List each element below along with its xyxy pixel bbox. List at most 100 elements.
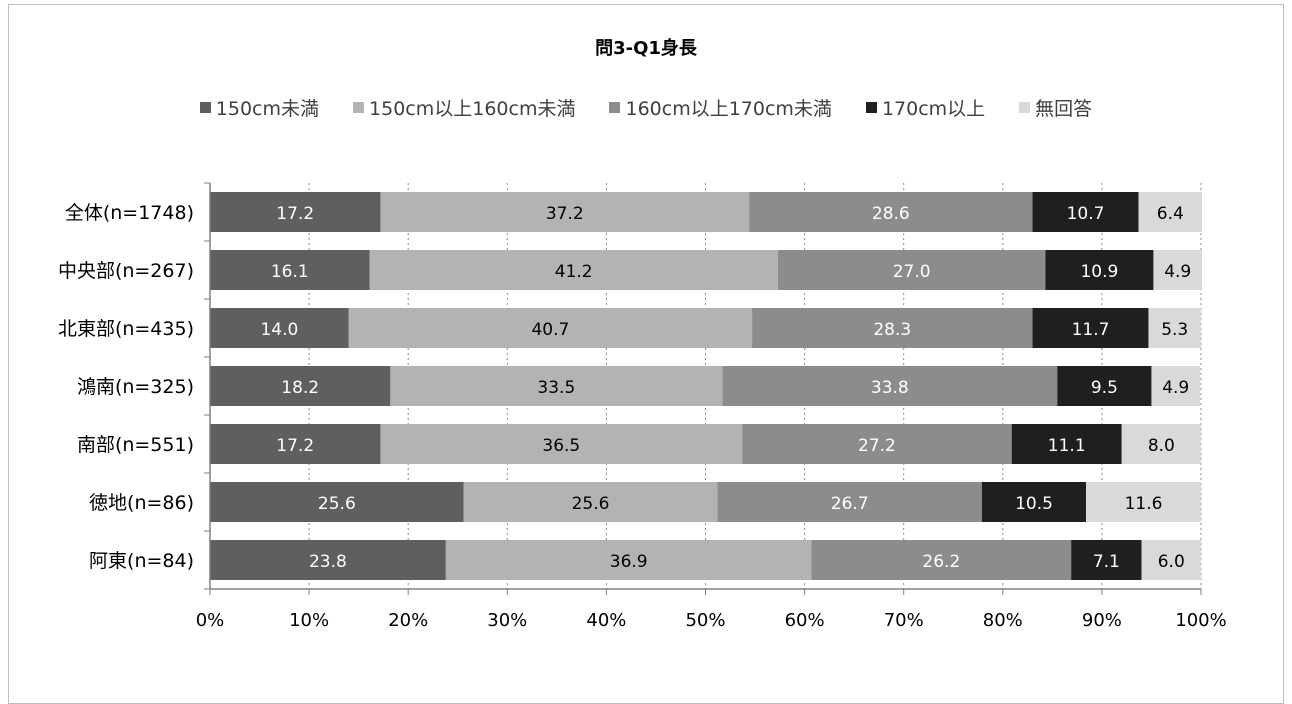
data-label: 37.2 (546, 204, 584, 224)
legend: 150cm未満 150cm以上160cm未満 160cm以上170cm未満 170cm… (0, 94, 1292, 121)
data-label: 14.0 (260, 320, 298, 340)
data-label: 17.2 (276, 204, 314, 224)
legend-item: 150cm以上160cm未満 (353, 94, 575, 121)
bar-segment (210, 308, 349, 348)
x-tick-label: 80% (983, 610, 1023, 631)
data-label: 36.5 (542, 436, 580, 456)
chart-frame (8, 4, 1284, 704)
legend-label: 150cm未満 (215, 98, 320, 120)
bar-segment (981, 482, 1087, 522)
data-label: 23.8 (309, 552, 347, 572)
data-label: 25.6 (318, 494, 356, 514)
bar-segment (752, 308, 1033, 348)
x-tick-label: 90% (1082, 610, 1122, 631)
legend-swatch (609, 102, 621, 113)
data-label: 11.7 (1072, 320, 1110, 340)
data-label: 10.5 (1015, 494, 1053, 514)
bar-segment (210, 192, 381, 232)
x-tick-label: 0% (196, 610, 225, 631)
plot-area: 0% 10% 20% 30% 40% 50% 60% 70% 80% 90% 100% 全体(n=17… (58, 182, 1227, 631)
data-label: 18.2 (281, 378, 319, 398)
legend-swatch (1019, 102, 1031, 113)
bar-segment (1086, 482, 1201, 522)
legend-item: 170cm以上 (865, 94, 986, 121)
data-label: 26.7 (831, 494, 869, 514)
data-label: 27.0 (893, 262, 931, 282)
data-label: 4.9 (1162, 378, 1189, 398)
legend-label: 150cm以上160cm未満 (369, 98, 576, 120)
bar-segment (1138, 192, 1202, 232)
data-label: 8.0 (1148, 436, 1175, 456)
category-label: 徳地(n=86) (89, 492, 194, 514)
data-label: 5.3 (1161, 320, 1188, 340)
data-label: 11.1 (1048, 436, 1086, 456)
bar-segment (717, 482, 982, 522)
data-label: 7.1 (1093, 552, 1120, 572)
data-label: 33.5 (537, 378, 575, 398)
legend-item: 無回答 (1019, 94, 1092, 121)
legend-swatch (199, 102, 211, 113)
bar-segment (1121, 424, 1201, 464)
data-label: 28.3 (873, 320, 911, 340)
bar-segment (1071, 540, 1142, 580)
data-label: 41.2 (555, 262, 593, 282)
bar-segment (369, 250, 778, 290)
data-label: 25.6 (572, 494, 610, 514)
bar-segment (390, 366, 723, 406)
legend-swatch (865, 102, 877, 113)
data-label: 27.2 (858, 436, 896, 456)
x-tick-label: 20% (388, 610, 428, 631)
legend-item: 160cm以上170cm未満 (609, 94, 832, 121)
x-tick-label: 30% (487, 610, 527, 631)
data-label: 28.6 (872, 204, 910, 224)
bar-segment (210, 366, 391, 406)
data-label: 33.8 (871, 378, 909, 398)
legend-label: 170cm以上 (881, 98, 986, 120)
x-tick-label: 100% (1175, 610, 1226, 631)
bar-segment (1153, 250, 1202, 290)
bar-segment (1011, 424, 1122, 464)
bar-segment (210, 424, 381, 464)
category-label: 中央部(n=267) (58, 260, 194, 282)
bar-segment (742, 424, 1012, 464)
x-tick-label: 60% (785, 610, 825, 631)
data-label: 6.0 (1158, 552, 1185, 572)
category-label: 鴻南(n=325) (77, 376, 194, 398)
data-label: 10.9 (1080, 262, 1118, 282)
bar-segment (210, 250, 370, 290)
category-label: 阿東(n=84) (89, 550, 194, 572)
legend-label: 無回答 (1035, 98, 1093, 120)
category-label: 南部(n=551) (77, 434, 194, 456)
data-label: 10.7 (1067, 204, 1105, 224)
bar-segment (210, 482, 464, 522)
data-label: 6.4 (1157, 204, 1184, 224)
bar-segment (463, 482, 718, 522)
bar-segment (1057, 366, 1152, 406)
legend-label: 160cm以上170cm未満 (625, 98, 832, 120)
bar-segment (1045, 250, 1154, 290)
bar-segment (348, 308, 753, 348)
x-tick-label: 10% (289, 610, 329, 631)
bar-segment (445, 540, 812, 580)
x-tick-label: 50% (685, 610, 725, 631)
data-label: 26.2 (922, 552, 960, 572)
legend-item: 150cm未満 (199, 94, 320, 121)
bar-segment (749, 192, 1033, 232)
bar-segment (380, 424, 743, 464)
chart-title: 問3-Q1身長 (595, 38, 697, 59)
bar-segment (1148, 308, 1201, 348)
bar-segment (1032, 308, 1149, 348)
x-tick-label: 40% (586, 610, 626, 631)
bar-segment (210, 540, 446, 580)
category-label: 全体(n=1748) (65, 202, 194, 224)
bar-segment (722, 366, 1058, 406)
data-label: 4.9 (1164, 262, 1191, 282)
bar-segment (1151, 366, 1201, 406)
bar-segment (1141, 540, 1201, 580)
data-label: 11.6 (1125, 494, 1163, 514)
data-label: 17.2 (276, 436, 314, 456)
data-label: 36.9 (610, 552, 648, 572)
data-label: 16.1 (271, 262, 309, 282)
bar-segment (811, 540, 1072, 580)
bar-segment (777, 250, 1046, 290)
